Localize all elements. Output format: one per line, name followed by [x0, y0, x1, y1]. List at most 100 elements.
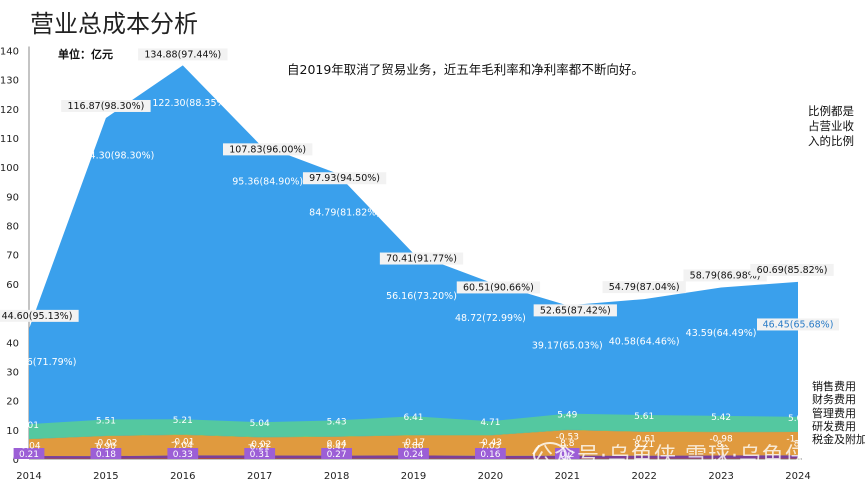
- total-data-label: 134.88(97.44%): [144, 49, 221, 60]
- total-data-label: 97.93(94.50%): [309, 173, 380, 184]
- series-data-label: -0.98: [709, 435, 733, 445]
- x-tick-label: 2022: [631, 471, 656, 482]
- y-tick-label: 100: [0, 163, 19, 174]
- tax-label-bg: [555, 448, 580, 459]
- tax-label-bg: [244, 448, 276, 459]
- y-tick-label: 120: [0, 105, 19, 116]
- series-data-label: 5.42: [711, 413, 731, 423]
- total-data-label-bg: [533, 304, 617, 317]
- page-title: 营业总成本分析: [30, 10, 198, 38]
- total-data-label-bg: [750, 263, 834, 276]
- series-data-label: 6.86: [403, 441, 423, 451]
- cost-data-label: 104.30(98.30%): [77, 151, 154, 162]
- total-data-label: 116.87(98.30%): [67, 101, 144, 112]
- tax-data-label: 0.27: [327, 450, 347, 460]
- series-data-label: -0.02: [94, 439, 117, 449]
- x-tick-label: 2015: [93, 471, 118, 482]
- tax-label-bg: [398, 448, 429, 459]
- total-data-label: 58.79(86.98%): [690, 270, 761, 281]
- tax-data-label: 0.21: [19, 450, 39, 460]
- tax-data-label: 0.18: [96, 450, 116, 460]
- x-tick-label: 2020: [478, 471, 503, 482]
- series-data-label: -0.17: [402, 438, 425, 448]
- watermark: 公众号·乌龟侠 雪球·乌龟侠啊: [531, 444, 831, 469]
- total-data-label-bg: [223, 143, 313, 156]
- series-data-label: 8.8: [560, 439, 575, 449]
- cost-data-label: 39.17(65.03%): [532, 341, 603, 352]
- y-tick-label: 60: [6, 280, 19, 291]
- legend-item: 税金及附加: [812, 433, 865, 447]
- cost-data-label: 40.58(64.46%): [609, 337, 680, 348]
- series-data-label: 8.: [717, 440, 726, 450]
- y-tick-label: 40: [6, 338, 19, 349]
- x-tick-label: 2019: [401, 471, 426, 482]
- total-data-label-bg: [379, 252, 464, 265]
- total-data-label-bg: [456, 281, 541, 294]
- legend-item: 销售费用: [812, 380, 856, 393]
- chart-annotation: 自2019年取消了贸易业务，近五年毛利率和净利率都不断向好。: [287, 62, 644, 77]
- tax-data-label: 0.16: [480, 450, 500, 460]
- total-data-label-bg: [138, 48, 228, 61]
- x-tick-label: 2016: [170, 471, 195, 482]
- x-tick-label: 2024: [785, 471, 810, 482]
- tax-data-label: 0.31: [250, 450, 270, 460]
- y-tick-label: 20: [6, 397, 19, 408]
- legend-item: 研发费用: [812, 419, 856, 433]
- total-data-label-bg: [61, 99, 151, 112]
- cost-data-label: 48.72(72.99%): [455, 313, 526, 324]
- y-tick-label: 0: [13, 455, 19, 466]
- series-data-label: 5.01: [19, 421, 39, 431]
- total-data-label: 70.41(91.77%): [386, 254, 457, 265]
- total-data-label: 60.69(85.82%): [757, 265, 828, 276]
- cost-data-label-bg: [757, 318, 839, 331]
- series-data-label: 5.43: [327, 417, 347, 427]
- ratio-note: 比例都是占营业收入的比例: [808, 104, 854, 148]
- cost-data-label: 56.16(73.20%): [386, 291, 457, 302]
- series-data-label: 6.41: [403, 413, 423, 423]
- series-data-label: 4.71: [480, 418, 500, 428]
- series-data-label: 5.05: [788, 414, 808, 424]
- y-tick-label: 30: [6, 367, 19, 378]
- cost-data-label: 33.66(71.79%): [6, 357, 77, 368]
- series-data-label: 5.61: [634, 412, 654, 422]
- x-tick-label: 2014: [16, 471, 41, 482]
- series-data-label: 5.21: [173, 416, 193, 426]
- y-tick-label: 80: [6, 222, 19, 233]
- total-data-label: 107.83(96.00%): [229, 144, 306, 155]
- series-data-label: 8.: [794, 440, 803, 450]
- series-data-label: 7.03: [480, 442, 500, 452]
- y-tick-label: 140: [0, 46, 19, 57]
- series-data-label: 6.90: [96, 442, 116, 452]
- series-data-label: 6.47: [327, 442, 347, 452]
- total-data-label: 60.51(90.66%): [463, 282, 534, 293]
- tax-label-bg: [475, 448, 506, 459]
- y-tick-label: 90: [6, 192, 19, 203]
- series-data-label: 6.21: [250, 442, 270, 452]
- cost-data-label: 84.79(81.82%): [309, 208, 380, 219]
- cost-data-label: 122.30(88.35%): [152, 98, 229, 109]
- series-data-label: 5.51: [96, 416, 116, 426]
- tax-label-bg: [321, 448, 352, 459]
- series-data-label: -1.27: [786, 435, 809, 445]
- total-data-label-bg: [602, 281, 686, 294]
- series-data-label: 7.04: [173, 441, 193, 451]
- series-data-label: 5.49: [557, 411, 577, 421]
- series-data-label: 8.21: [634, 440, 654, 450]
- total-data-label: 54.79(87.04%): [609, 282, 680, 293]
- y-tick-label: 10: [6, 426, 19, 437]
- total-data-label: 44.60(95.13%): [2, 311, 73, 322]
- legend: 销售费用 财务费用 管理费用 研发费用 税金及附加: [812, 380, 865, 446]
- unit-label: 单位：亿元: [58, 48, 113, 61]
- x-tick-label: 2021: [555, 471, 580, 482]
- total-data-label-bg: [683, 269, 767, 282]
- series-data-label: -0.61: [633, 434, 656, 444]
- legend-item: 财务费用: [812, 393, 856, 407]
- series-data-label: 5.04: [250, 419, 270, 429]
- series-data-label: -0.43: [479, 438, 502, 448]
- series-data-label: -0.01: [171, 437, 194, 447]
- series-data-label: 0.04: [327, 439, 347, 449]
- tax-label-bg: [90, 448, 122, 459]
- legend-item: 管理费用: [812, 406, 856, 420]
- tax-data-label: 0.33: [173, 450, 193, 460]
- y-tick-label: 110: [0, 134, 19, 145]
